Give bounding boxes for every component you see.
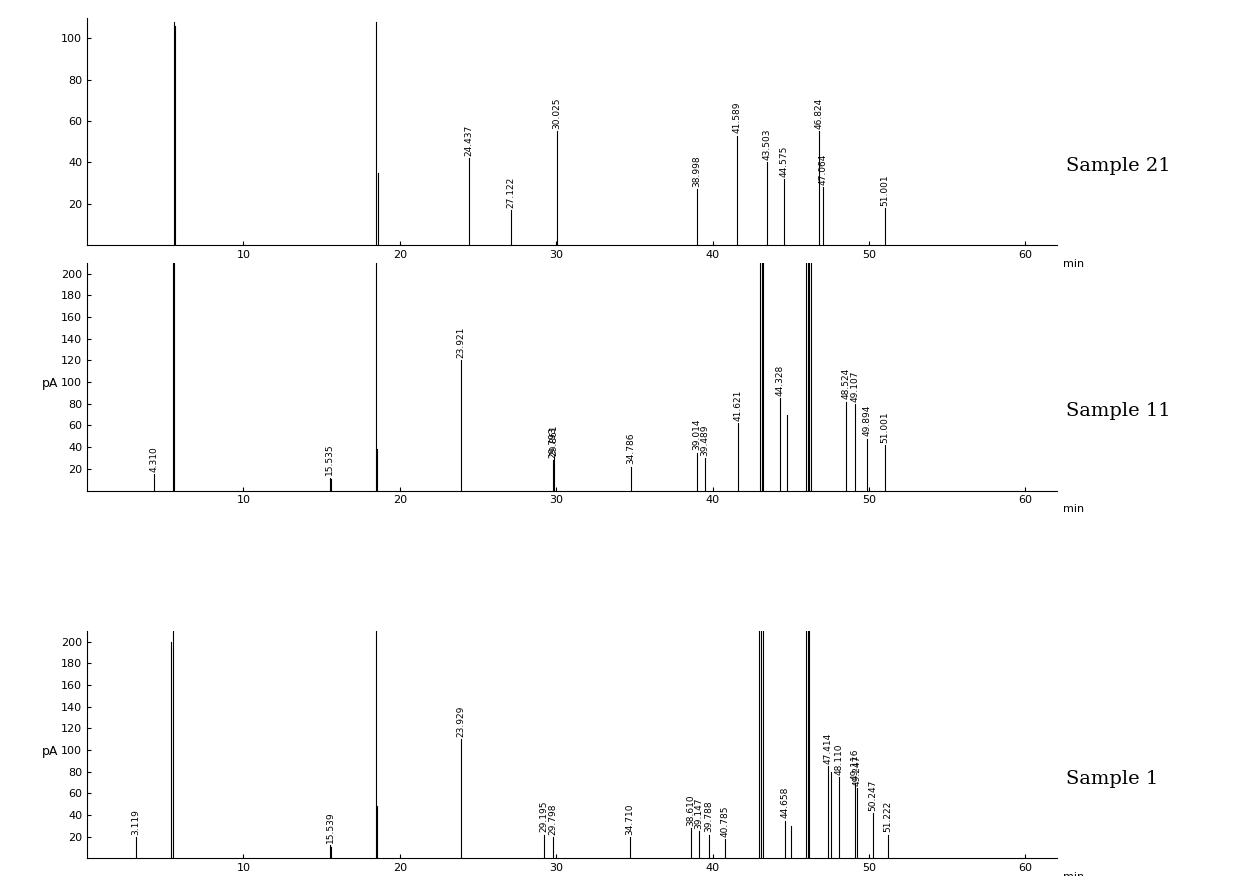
Text: 44.658: 44.658 — [781, 787, 789, 818]
Text: 39.147: 39.147 — [695, 797, 704, 829]
Text: 51.001: 51.001 — [880, 174, 889, 206]
Text: 49.107: 49.107 — [850, 370, 859, 401]
Text: min: min — [1064, 872, 1085, 876]
Text: 51.222: 51.222 — [884, 801, 892, 832]
Text: 29.798: 29.798 — [548, 803, 557, 835]
Text: 44.575: 44.575 — [779, 145, 788, 177]
Text: 15.539: 15.539 — [326, 811, 334, 844]
Text: 29.793: 29.793 — [548, 427, 557, 458]
Text: 3.119: 3.119 — [132, 809, 140, 835]
Text: 50.247: 50.247 — [869, 780, 878, 810]
Text: 46.824: 46.824 — [814, 98, 824, 129]
Text: 49.116: 49.116 — [850, 749, 860, 781]
Text: 47.414: 47.414 — [824, 732, 833, 764]
Text: Sample 1: Sample 1 — [1066, 770, 1158, 788]
Text: Sample 11: Sample 11 — [1066, 402, 1171, 420]
Text: 29.861: 29.861 — [549, 424, 558, 456]
Text: 24.437: 24.437 — [465, 124, 474, 156]
Text: 38.610: 38.610 — [686, 795, 695, 826]
Text: min: min — [1064, 505, 1085, 514]
Text: 41.621: 41.621 — [733, 390, 742, 421]
Text: 51.001: 51.001 — [880, 411, 889, 442]
Y-axis label: pA: pA — [42, 377, 58, 390]
Text: 48.110: 48.110 — [835, 744, 844, 775]
Text: 44.328: 44.328 — [776, 364, 784, 396]
Text: 34.786: 34.786 — [626, 433, 635, 464]
Text: 48.524: 48.524 — [842, 368, 850, 399]
Text: 38.998: 38.998 — [692, 155, 701, 187]
Text: 39.489: 39.489 — [700, 424, 709, 456]
Text: 23.921: 23.921 — [456, 327, 466, 358]
Y-axis label: pA: pA — [42, 745, 58, 758]
Text: 15.535: 15.535 — [326, 443, 334, 476]
Text: 49.247: 49.247 — [853, 754, 861, 786]
Text: 27.122: 27.122 — [507, 177, 516, 208]
Text: min: min — [1064, 259, 1085, 269]
Text: 30.025: 30.025 — [552, 97, 561, 129]
Text: 41.589: 41.589 — [733, 102, 742, 133]
Text: 23.929: 23.929 — [456, 705, 466, 737]
Text: 39.788: 39.788 — [705, 801, 713, 832]
Text: 4.310: 4.310 — [150, 446, 159, 472]
Text: 40.785: 40.785 — [720, 805, 730, 837]
Text: 43.503: 43.503 — [763, 129, 772, 160]
Text: 49.894: 49.894 — [863, 405, 871, 436]
Text: 39.014: 39.014 — [692, 419, 701, 450]
Text: 47.064: 47.064 — [818, 153, 828, 185]
Text: 29.195: 29.195 — [539, 801, 548, 832]
Text: 34.710: 34.710 — [625, 803, 634, 835]
Text: Sample 21: Sample 21 — [1066, 157, 1171, 174]
